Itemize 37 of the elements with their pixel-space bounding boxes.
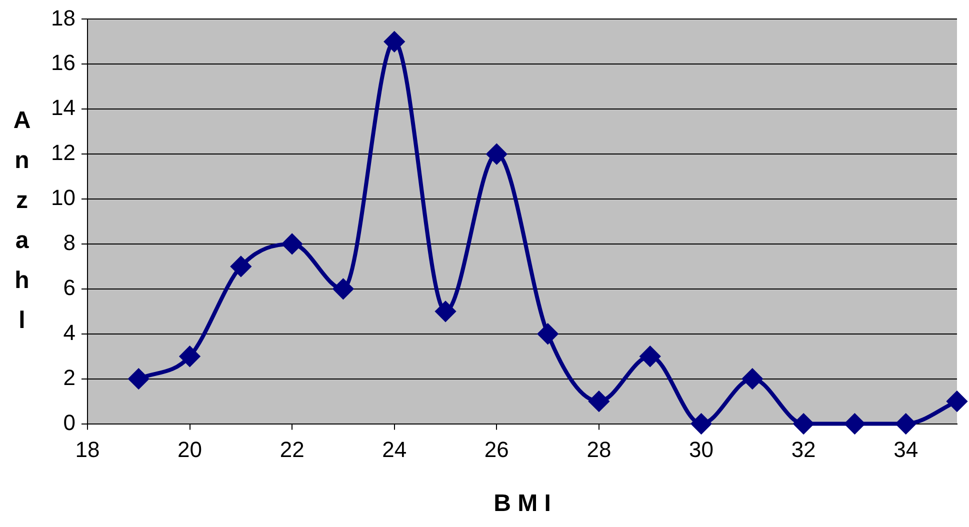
x-tick-label: 22 <box>280 437 304 462</box>
point <box>128 368 149 389</box>
x-axis-title: B M I <box>494 490 551 518</box>
y-tick-label: 16 <box>50 50 76 76</box>
y-tick-label: 18 <box>50 5 76 30</box>
point <box>333 278 354 299</box>
x-tick-label: 34 <box>894 437 918 462</box>
y-tick-label: 0 <box>63 410 76 435</box>
x-tick-label: 20 <box>178 437 202 462</box>
point <box>180 346 200 366</box>
point <box>742 368 762 389</box>
point <box>230 256 251 276</box>
x-tick-label: 26 <box>484 437 509 462</box>
point <box>384 32 404 52</box>
point <box>640 346 660 366</box>
y-tick-label: 8 <box>63 230 76 256</box>
y-axis-title: Anzahl <box>13 107 31 334</box>
y-tick-label: 10 <box>50 185 76 210</box>
point <box>794 414 814 434</box>
point <box>282 234 302 254</box>
point <box>844 414 865 434</box>
point <box>691 414 712 434</box>
x-tick-label: 32 <box>791 437 816 462</box>
y-tick-label: 6 <box>63 274 76 300</box>
y-tick-label: 14 <box>50 95 76 120</box>
point <box>588 391 609 412</box>
point <box>896 414 916 434</box>
x-tick-label: 24 <box>382 437 407 462</box>
point <box>486 144 507 164</box>
point <box>947 391 967 412</box>
x-tick-label: 28 <box>586 437 612 462</box>
y-tick-label: 4 <box>63 320 76 345</box>
x-tick-label: 30 <box>689 437 714 462</box>
y-tick-label: 2 <box>63 364 76 390</box>
point <box>538 324 558 344</box>
y-tick-label: 12 <box>50 140 76 166</box>
point <box>436 301 456 322</box>
